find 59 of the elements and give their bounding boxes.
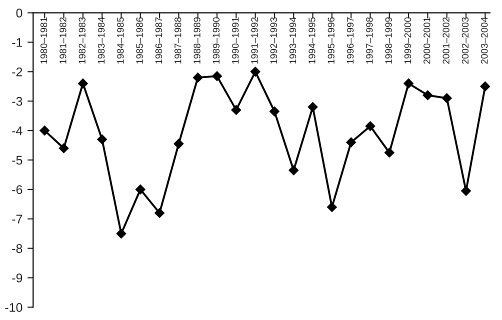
point — [365, 121, 376, 132]
y-tick-label: -2 — [12, 67, 22, 76]
point — [116, 228, 126, 239]
x-tick-label: 1999–2000 — [404, 17, 412, 64]
point — [384, 148, 394, 158]
x-tick-label: 2003–2004 — [481, 17, 488, 64]
x-tick-label: 1994–1995 — [308, 17, 316, 64]
y-tick-label: -9 — [12, 274, 22, 282]
point — [231, 105, 242, 115]
x-tick-label: 1987–1988 — [174, 17, 182, 64]
point — [346, 137, 356, 148]
point — [308, 102, 318, 112]
y-tick-label: -3 — [12, 96, 22, 106]
point — [40, 126, 50, 136]
y-tick-label: -8 — [12, 244, 22, 253]
point — [192, 72, 203, 83]
x-tick-label: 2000–2001 — [424, 17, 430, 64]
y-tick-label: -6 — [12, 185, 22, 194]
y-tick-label: -10 — [5, 303, 22, 312]
x-tick-label: 1980–1981 — [40, 17, 48, 64]
x-tick-label: 1993–1994 — [289, 17, 296, 64]
point — [270, 106, 280, 116]
point — [97, 134, 108, 144]
point — [404, 78, 414, 88]
point — [442, 93, 452, 104]
x-tick-label: 1990–1991 — [232, 17, 239, 64]
x-tick-label: 1984–1985 — [117, 17, 124, 64]
point — [461, 186, 471, 196]
x-tick-label: 1991–1992 — [251, 17, 258, 64]
point — [326, 202, 337, 212]
x-tick-label: 1981–1982 — [60, 17, 66, 64]
x-tick-label: 1983–1984 — [98, 17, 105, 64]
y-tick-label: -4 — [12, 126, 22, 136]
x-tick-label: 1982–1983 — [78, 17, 86, 64]
x-tick-label: 1998–1999 — [385, 17, 392, 64]
point — [58, 143, 69, 154]
x-tick-label: 1989–1990 — [212, 17, 220, 64]
point — [174, 138, 184, 149]
point — [78, 78, 88, 88]
x-tick-label: 1988–1989 — [194, 17, 200, 64]
y-tick-label: -1 — [12, 38, 22, 47]
x-tick-label: 1996–1997 — [346, 17, 354, 64]
x-tick-label: 2002–2003 — [462, 17, 469, 64]
x-tick-label: 1986–1987 — [155, 17, 162, 64]
x-tick-label: 1985–1986 — [136, 17, 143, 64]
point — [135, 184, 146, 194]
y-tick-label: -7 — [12, 214, 22, 224]
y-tick-label: -5 — [12, 156, 22, 165]
point — [212, 71, 222, 82]
y-tick-label: 0 — [16, 8, 22, 18]
point — [154, 208, 164, 218]
point — [250, 66, 260, 77]
x-tick-label: 1995–1996 — [328, 17, 334, 64]
x-tick-label: 2001–2002 — [442, 17, 450, 64]
x-tick-label: 1992–1993 — [270, 17, 278, 64]
point — [422, 90, 433, 100]
point — [480, 81, 490, 92]
point — [288, 165, 299, 176]
x-tick-label: 1997–1998 — [366, 17, 373, 64]
